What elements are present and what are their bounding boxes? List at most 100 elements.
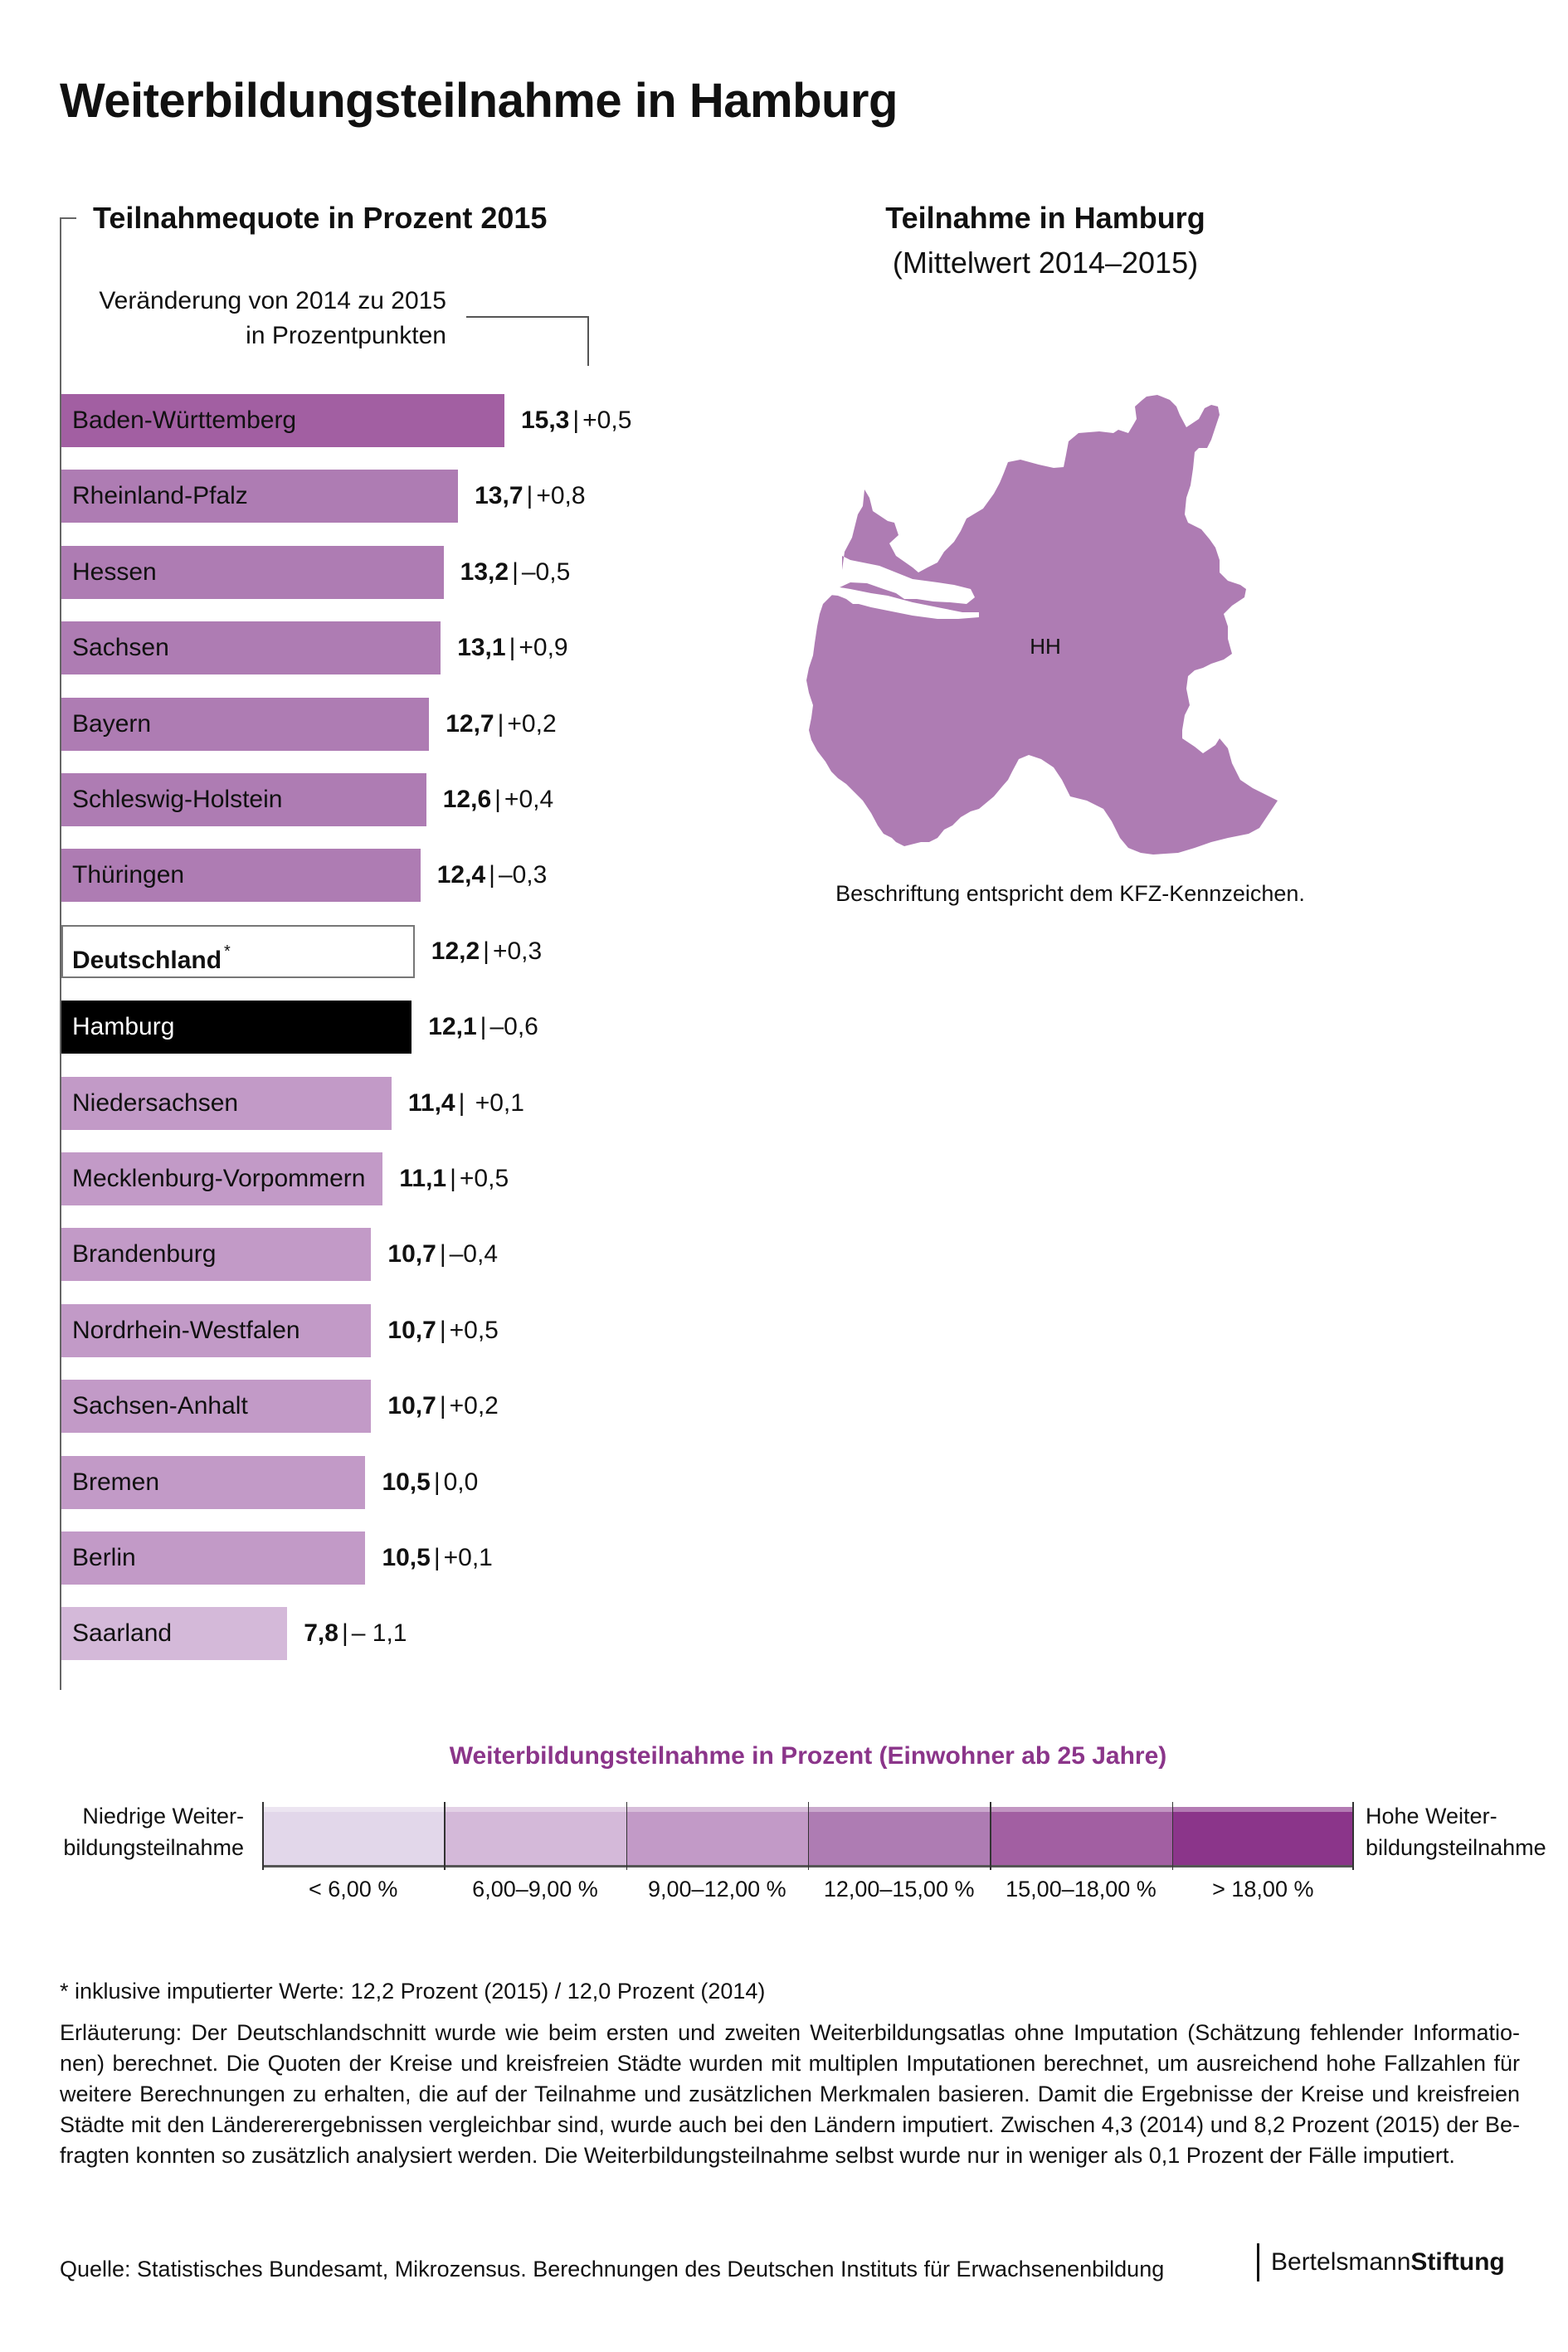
bar-schleswig-holstein[interactable]	[61, 773, 426, 826]
legend-low-line1: Niedrige Weiter-	[82, 1804, 244, 1829]
value-separator: |	[341, 1619, 348, 1648]
bar-label-text: Mecklenburg-Vorpommern	[72, 1165, 366, 1192]
legend-high-line2: bildungsteilnahme	[1366, 1835, 1546, 1860]
hamburg-map: HH	[806, 395, 1278, 855]
bar-bremen[interactable]	[61, 1455, 366, 1509]
bar-hessen[interactable]	[61, 545, 444, 599]
elbe-river	[806, 586, 979, 619]
bar-sachsen[interactable]	[61, 621, 441, 675]
bar-label-text: Deutschland	[72, 946, 222, 974]
bar-change: –0,5	[521, 558, 571, 586]
bar-label: Mecklenburg-Vorpommern	[72, 1152, 365, 1205]
change-note-bracket-vertical	[587, 316, 589, 366]
legend-color-scale	[262, 1802, 1355, 1870]
bar-value-label: 10,5 | +0,1	[382, 1531, 492, 1585]
bar-label: Baden-Württemberg	[72, 394, 296, 447]
value-separator: |	[572, 407, 580, 434]
value-separator: |	[483, 937, 489, 965]
bar-label-text: Sachsen-Anhalt	[72, 1392, 248, 1420]
map-note: Beschriftung entspricht dem KFZ-Kennzeic…	[835, 881, 1305, 906]
bar-change: +0,8	[536, 482, 586, 510]
value-separator: |	[439, 1316, 446, 1344]
bar-label: Hessen	[72, 546, 157, 599]
bar-value-label: 11,4 | +0,1	[408, 1077, 524, 1130]
bar-sachsen-anhalt[interactable]	[61, 1380, 372, 1434]
bar-label-text: Niedersachsen	[72, 1088, 239, 1117]
bar-label: Nordrhein-Westfalen	[72, 1304, 300, 1357]
bar-bayern[interactable]	[61, 697, 430, 751]
value-separator: |	[433, 1468, 441, 1496]
bar-deutschland[interactable]	[61, 924, 415, 978]
bar-label-text: Bremen	[72, 1468, 160, 1496]
page-title: Weiterbildungsteilnahme in Hamburg	[60, 74, 898, 128]
bar-hamburg[interactable]	[61, 1001, 412, 1054]
bar-value-label: 7,8 | – 1,1	[304, 1607, 407, 1660]
legend-swatch	[444, 1802, 626, 1870]
bar-label: Sachsen-Anhalt	[72, 1380, 248, 1433]
bar-rheinland-pfalz[interactable]	[61, 470, 459, 523]
value-separator: |	[512, 558, 519, 586]
bar-value: 10,5	[382, 1468, 431, 1496]
legend-class-label: 9,00–12,00 %	[648, 1877, 786, 1902]
value-separator: |	[509, 634, 516, 662]
map-region-hamburg[interactable]	[806, 395, 1278, 855]
bar-change: +0,5	[459, 1165, 509, 1192]
map-subtitle: (Mittelwert 2014–2015)	[892, 246, 1199, 280]
bar-thüringen[interactable]	[61, 849, 421, 903]
bar-value-label: 12,1 | –0,6	[428, 1001, 538, 1054]
footnote-marker: *	[224, 942, 231, 961]
chart-title: Teilnahmequote in Prozent 2015	[93, 201, 548, 235]
legend-class-label: 6,00–9,00 %	[472, 1877, 598, 1902]
bar-change: +0,5	[582, 407, 632, 434]
value-separator: |	[489, 861, 495, 889]
bar-value: 10,7	[387, 1392, 436, 1420]
bar-label: Sachsen	[72, 621, 169, 674]
bar-value: 10,7	[387, 1240, 436, 1269]
bar-label-text: Baden-Württemberg	[72, 407, 297, 434]
bertelsmann-stiftung-logo: BertelsmannStiftung	[1257, 2243, 1505, 2281]
bar-label-text: Hessen	[72, 558, 157, 586]
bar-baden-württemberg[interactable]	[61, 394, 504, 447]
bar-value-label: 10,7 | +0,2	[387, 1380, 498, 1433]
bar-change: +0,1	[468, 1088, 524, 1117]
bar-change: – 1,1	[351, 1619, 407, 1648]
bar-value-label: 13,2 | –0,5	[460, 546, 571, 599]
change-note-line1: Veränderung von 2014 zu 2015	[99, 287, 446, 314]
bar-label: Bayern	[72, 698, 151, 751]
bar-label: Saarland	[72, 1607, 172, 1660]
legend-swatch	[262, 1802, 445, 1870]
bar-value: 12,2	[431, 937, 480, 965]
legend-high-label: Hohe Weiter- bildungsteilnahme	[1366, 1800, 1565, 1863]
bar-value: 12,1	[428, 1013, 477, 1041]
bar-value: 10,5	[382, 1544, 431, 1571]
legend-swatch	[990, 1802, 1172, 1870]
chart-axis-line	[60, 217, 61, 1690]
change-note: Veränderung von 2014 zu 2015 in Prozentp…	[93, 284, 446, 353]
legend-class-label: < 6,00 %	[309, 1877, 398, 1902]
bar-label: Deutschland *	[72, 925, 231, 978]
bar-nordrhein-westfalen[interactable]	[61, 1303, 372, 1357]
bar-berlin[interactable]	[61, 1531, 366, 1585]
bar-change: –0,4	[449, 1240, 498, 1269]
bar-label-text: Saarland	[72, 1619, 173, 1648]
bar-niedersachsen[interactable]	[61, 1076, 392, 1130]
bar-mecklenburg-vorpommern[interactable]	[61, 1152, 383, 1205]
bar-label-text: Rheinland-Pfalz	[72, 482, 248, 510]
bar-value-label: 15,3 | +0,5	[521, 394, 631, 447]
legend-class-label: 15,00–18,00 %	[1006, 1877, 1157, 1902]
bar-change: +0,9	[519, 634, 568, 662]
bar-label: Bremen	[72, 1456, 159, 1509]
value-separator: |	[497, 709, 504, 738]
bar-saarland[interactable]	[61, 1607, 288, 1661]
bar-value: 13,1	[457, 634, 506, 662]
footnote-star: * inklusive imputierter Werte: 12,2 Proz…	[60, 1979, 766, 2004]
legend-class-label: 12,00–15,00 %	[823, 1877, 975, 1902]
bar-value: 7,8	[304, 1619, 338, 1648]
bar-value: 11,4	[407, 1088, 455, 1117]
map-region-label: HH	[1030, 634, 1061, 659]
bar-value: 11,1	[399, 1165, 447, 1192]
chart-axis-tick	[60, 217, 76, 219]
bar-label-text: Berlin	[72, 1544, 136, 1571]
bar-change: 0,0	[443, 1468, 479, 1496]
bar-brandenburg[interactable]	[61, 1228, 372, 1282]
